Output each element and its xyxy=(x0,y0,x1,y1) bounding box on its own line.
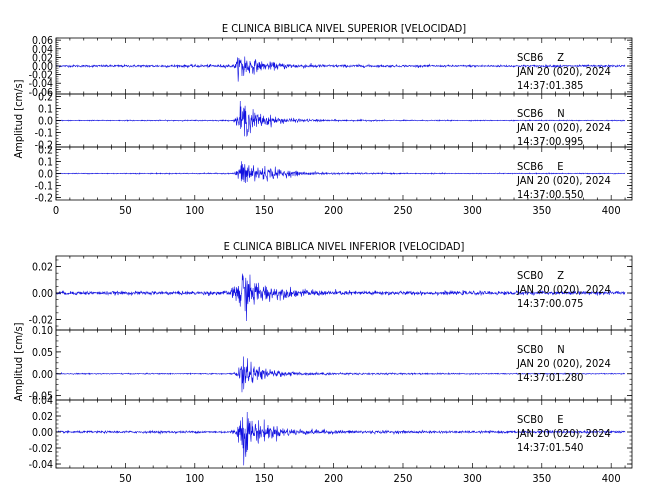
waveform-trace xyxy=(55,56,626,82)
seismogram-chart-2: E CLINICA BIBLICA NIVEL INFERIOR [VELOCI… xyxy=(12,240,633,485)
x-tick-label: 350 xyxy=(532,472,551,485)
chart-title: E CLINICA BIBLICA NIVEL INFERIOR [VELOCI… xyxy=(224,240,465,253)
panel-scb6-z: 0.060.040.020.00-0.02-0.04-0.06 SCB6 ZJAN … xyxy=(29,35,633,99)
station-label: SCB6 N xyxy=(517,107,565,120)
waveform-trace xyxy=(55,356,626,393)
record-date: JAN 20 (020), 2024 xyxy=(516,427,611,440)
y-tick-label: 0.2 xyxy=(38,144,53,156)
record-time: 14:37:00.075 xyxy=(517,297,583,310)
y-axis-label: Amplitud [cm/s] xyxy=(12,322,25,401)
y-tick-label: -0.06 xyxy=(29,87,53,99)
station-label: SCB0 E xyxy=(517,413,564,426)
y-tick-label: 0.05 xyxy=(32,347,53,359)
x-tick-label: 250 xyxy=(394,472,413,485)
seismogram-chart-1: E CLINICA BIBLICA NIVEL SUPERIOR [VELOCI… xyxy=(12,22,633,217)
record-date: JAN 20 (020), 2024 xyxy=(516,121,611,134)
y-tick-label: 0.02 xyxy=(32,411,53,423)
record-time: 14:37:00.550 xyxy=(517,188,583,201)
waveform-trace xyxy=(55,101,626,138)
y-tick-label: -0.1 xyxy=(35,128,53,140)
y-tick-label: 0.1 xyxy=(38,156,53,168)
station-label: SCB0 Z xyxy=(517,269,564,282)
x-tick-label: 300 xyxy=(463,472,482,485)
y-tick-label: -0.1 xyxy=(35,181,53,193)
record-time: 14:37:01.280 xyxy=(517,371,583,384)
station-label: SCB6 E xyxy=(517,160,564,173)
y-tick-label: -0.04 xyxy=(29,78,53,90)
x-tick-label: 50 xyxy=(119,204,132,217)
x-tick-label: 200 xyxy=(324,472,343,485)
x-tick-label: 50 xyxy=(119,472,132,485)
panel-frame xyxy=(55,399,633,469)
y-tick-label: 0.06 xyxy=(32,35,53,47)
waveform-trace xyxy=(55,161,626,183)
chart-title: E CLINICA BIBLICA NIVEL SUPERIOR [VELOCI… xyxy=(222,22,466,35)
y-tick-label: 0.0 xyxy=(38,169,53,181)
y-tick-label: 0.00 xyxy=(32,288,53,300)
x-tick-label: 100 xyxy=(185,472,204,485)
y-tick-label: -0.2 xyxy=(35,140,53,152)
record-time: 14:37:00.995 xyxy=(517,135,583,148)
y-tick-label: 0.1 xyxy=(38,103,53,115)
waveform-trace xyxy=(55,411,626,466)
station-label: SCB0 N xyxy=(517,343,565,356)
record-time: 14:37:01.385 xyxy=(517,79,583,92)
record-time: 14:37:01.540 xyxy=(517,441,583,454)
x-tick-label: 200 xyxy=(324,204,343,217)
waveform-trace xyxy=(55,273,626,322)
y-tick-label: 0.2 xyxy=(38,91,53,103)
y-axis-label: Amplitud [cm/s] xyxy=(12,79,25,158)
y-tick-label: 0.04 xyxy=(32,44,53,56)
y-tick-label: -0.05 xyxy=(29,391,53,403)
x-tick-label: 0 xyxy=(53,204,59,217)
y-tick-label: 0.02 xyxy=(32,262,53,274)
y-tick-label: 0.00 xyxy=(32,369,53,381)
x-tick-label: 400 xyxy=(602,204,621,217)
y-tick-label: -0.02 xyxy=(29,70,53,82)
x-tick-label: 350 xyxy=(532,204,551,217)
y-tick-label: 0.10 xyxy=(32,325,53,337)
y-tick-label: -0.2 xyxy=(35,193,53,205)
record-date: JAN 20 (020), 2024 xyxy=(516,65,611,78)
y-tick-label: 0.00 xyxy=(32,61,53,73)
y-tick-label: 0.0 xyxy=(38,116,53,128)
x-tick-label: 150 xyxy=(255,472,274,485)
y-tick-label: -0.02 xyxy=(29,443,53,455)
y-tick-label: -0.02 xyxy=(29,314,53,326)
x-tick-label: 250 xyxy=(394,204,413,217)
record-date: JAN 20 (020), 2024 xyxy=(516,174,611,187)
y-tick-label: 0.00 xyxy=(32,427,53,439)
record-date: JAN 20 (020), 2024 xyxy=(516,357,611,370)
record-date: JAN 20 (020), 2024 xyxy=(516,283,611,296)
y-tick-label: 0.02 xyxy=(32,52,53,64)
x-tick-label: 150 xyxy=(255,204,274,217)
y-tick-label: -0.04 xyxy=(29,459,53,471)
x-tick-label: 400 xyxy=(602,472,621,485)
y-tick-label: 0.04 xyxy=(32,395,53,407)
x-tick-label: 100 xyxy=(185,204,204,217)
station-label: SCB6 Z xyxy=(517,51,564,64)
x-tick-label: 300 xyxy=(463,204,482,217)
